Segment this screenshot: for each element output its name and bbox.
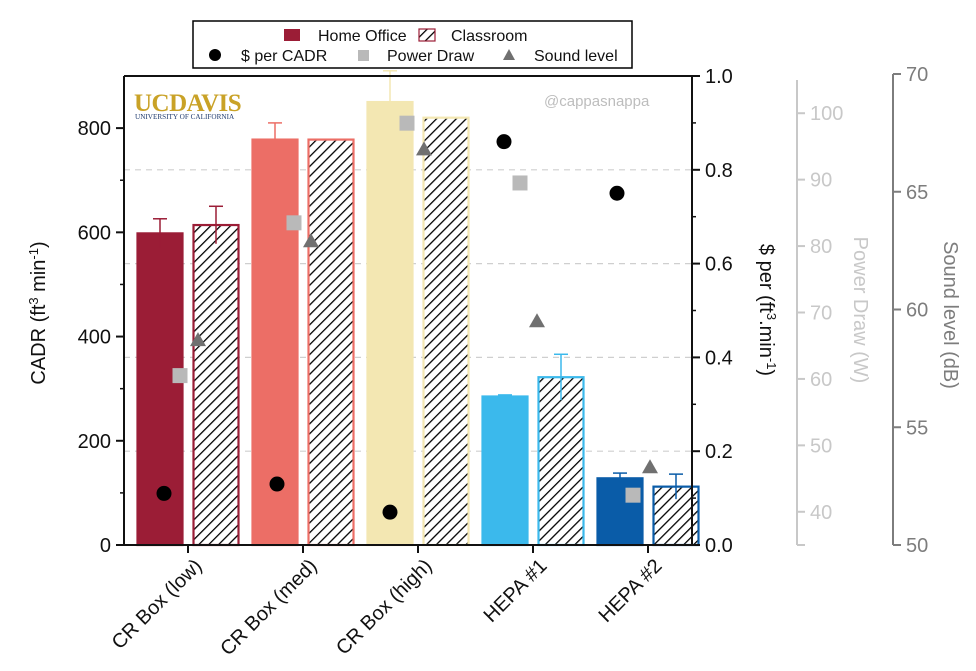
- power-draw-point: [399, 115, 415, 131]
- legend-sound-marker: [503, 49, 515, 60]
- power-tick-label: 100: [810, 103, 843, 125]
- power-tick-label: 50: [810, 435, 832, 457]
- sound-tick-label: 70: [906, 64, 928, 86]
- x-tick-label: CR Box (low): [108, 555, 207, 654]
- power-draw-point: [172, 368, 188, 384]
- watermark: @cappasnappa: [544, 93, 650, 110]
- legend-classroom-swatch: [418, 28, 436, 42]
- legend: Home Office Classroom $ per CADR Power D…: [192, 20, 633, 69]
- cost-tick-label: 0.8: [705, 160, 733, 182]
- legend-classroom: Classroom: [451, 28, 527, 45]
- cost-tick-label: 1.0: [705, 66, 733, 88]
- markers: [156, 115, 658, 520]
- power-tick-label: 60: [810, 369, 832, 391]
- cost-per-cadr-point: [269, 476, 285, 492]
- sound-level-point: [416, 141, 432, 156]
- bar-classroom: [537, 376, 585, 547]
- power-tick-label: 70: [810, 303, 832, 325]
- bar-classroom: [307, 138, 355, 547]
- cost-tick-label: 0.0: [705, 535, 733, 557]
- legend-sound: Sound level: [534, 48, 618, 65]
- x-tick-label: HEPA #2: [595, 555, 667, 627]
- sound-level-point: [303, 233, 319, 248]
- bar-home-office: [481, 395, 529, 547]
- cost-axis-title: $ per (ft3.min-1): [755, 244, 779, 376]
- power-draw-point: [512, 175, 528, 191]
- sound-tick-label: 50: [906, 535, 928, 557]
- x-tick-label: HEPA #1: [480, 555, 552, 627]
- cadr-tick-label: 800: [78, 118, 111, 140]
- cadr-tick-label: 600: [78, 222, 111, 244]
- bar-classroom: [192, 223, 240, 547]
- cadr-tick-label: 0: [100, 535, 111, 557]
- legend-cost: $ per CADR: [241, 48, 327, 65]
- sound-tick-label: 60: [906, 300, 928, 322]
- cost-tick-label: 0.2: [705, 441, 733, 463]
- legend-home-office: Home Office: [318, 28, 407, 45]
- x-tick-label: CR Box (med): [216, 555, 321, 660]
- legend-power: Power Draw: [387, 48, 475, 65]
- cadr-axis-title: CADR (ft3 min-1): [26, 241, 50, 384]
- bar-home-office: [366, 100, 414, 547]
- cost-tick-label: 0.4: [705, 347, 733, 369]
- legend-cost-marker: [209, 49, 221, 61]
- sound-tick-label: 55: [906, 417, 928, 439]
- sound-level-point: [190, 332, 206, 347]
- power-draw-point: [286, 215, 302, 231]
- legend-box: [192, 20, 633, 69]
- power-tick-label: 90: [810, 170, 832, 192]
- power-tick-label: 80: [810, 236, 832, 258]
- bars: [136, 100, 700, 547]
- bar-classroom: [422, 116, 470, 547]
- logo-sub: UNIVERSITY OF CALIFORNIA: [135, 113, 235, 121]
- legend-home-office-swatch: [284, 29, 300, 41]
- cost-per-cadr-point: [156, 485, 172, 501]
- x-tick-label: CR Box (high): [332, 555, 436, 659]
- cadr-tick-label: 200: [78, 431, 111, 453]
- cost-tick-label: 0.6: [705, 254, 733, 276]
- power-draw-point: [625, 487, 641, 503]
- sound-level-point: [529, 313, 545, 328]
- cost-per-cadr-point: [496, 134, 512, 150]
- power-tick-label: 40: [810, 502, 832, 524]
- legend-power-marker: [358, 50, 369, 61]
- logo-main: UCDAVIS: [134, 90, 241, 117]
- cadr-tick-label: 400: [78, 327, 111, 349]
- sound-tick-label: 65: [906, 182, 928, 204]
- sound-level-point: [642, 459, 658, 474]
- cost-per-cadr-point: [609, 185, 625, 201]
- error-bars: [153, 70, 683, 500]
- logo: UCDAVIS UNIVERSITY OF CALIFORNIA: [134, 90, 242, 121]
- power-axis-title: Power Draw (W): [849, 237, 871, 384]
- cost-per-cadr-point: [382, 504, 398, 520]
- sound-axis-title: Sound level (dB): [939, 241, 961, 389]
